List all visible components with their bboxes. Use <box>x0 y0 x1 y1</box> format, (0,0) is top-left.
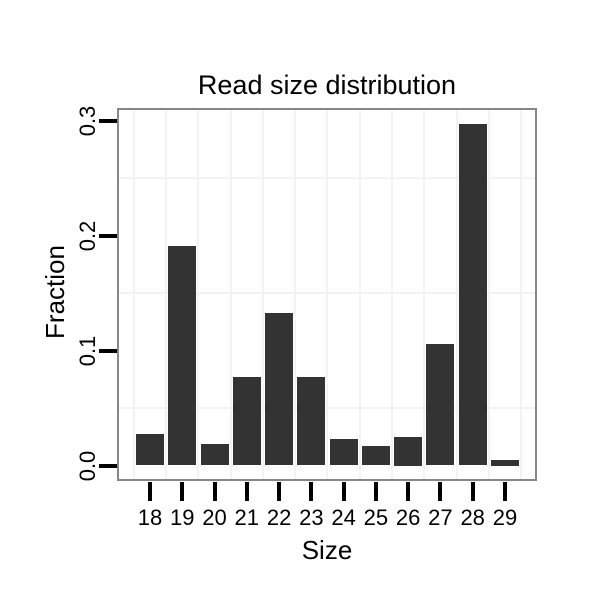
x-tick-label: 22 <box>266 505 292 530</box>
y-tick-label: 0.3 <box>75 105 100 136</box>
x-tick-label: 25 <box>363 505 389 530</box>
x-tick-label: 24 <box>331 505 356 530</box>
vertical-gridline <box>455 108 458 481</box>
y-tick-label: 0.0 <box>75 450 100 481</box>
bar <box>168 245 197 466</box>
bar <box>458 123 487 466</box>
x-tick <box>148 482 152 501</box>
plot-panel <box>117 108 537 481</box>
y-tick-label: 0.1 <box>75 335 100 366</box>
x-tick-label: 28 <box>460 505 485 530</box>
bar <box>265 312 294 466</box>
x-tick-label: 18 <box>137 505 163 530</box>
chart-title: Read size distribution <box>197 70 457 100</box>
y-tick <box>99 463 117 468</box>
x-tick-label: 21 <box>234 505 260 530</box>
vertical-gridline <box>520 108 523 481</box>
x-tick-label: 29 <box>492 505 518 530</box>
x-tick-label: 20 <box>202 505 227 530</box>
x-tick <box>180 482 185 501</box>
vertical-gridline <box>229 108 232 481</box>
bar <box>426 343 455 466</box>
bar <box>394 436 423 466</box>
y-tick <box>99 233 117 238</box>
bar <box>136 434 164 466</box>
bar <box>361 445 390 466</box>
x-tick <box>502 482 507 501</box>
x-axis-label: Size <box>301 535 353 565</box>
vertical-gridline <box>132 108 135 481</box>
x-tick-label: 27 <box>428 505 453 530</box>
x-tick-label: 23 <box>299 505 324 530</box>
y-tick <box>99 348 117 353</box>
x-tick <box>277 482 282 501</box>
vertical-gridline <box>197 108 200 481</box>
vertical-gridline <box>391 108 394 481</box>
vertical-gridline <box>423 108 426 481</box>
x-tick <box>373 482 378 501</box>
bar <box>297 376 326 466</box>
x-tick-label: 19 <box>170 505 195 530</box>
y-tick-label: 0.2 <box>75 220 100 251</box>
x-tick <box>470 482 475 501</box>
vertical-gridline <box>326 108 329 481</box>
vertical-gridline <box>165 108 168 481</box>
x-tick <box>212 482 217 501</box>
bar <box>329 439 358 466</box>
vertical-gridline <box>358 108 361 481</box>
x-tick-label: 26 <box>395 505 421 530</box>
x-tick <box>406 482 411 501</box>
x-tick <box>341 482 346 501</box>
y-tick <box>99 118 117 123</box>
vertical-gridline <box>294 108 297 481</box>
bar <box>232 376 261 466</box>
bar <box>490 459 519 466</box>
vertical-gridline <box>261 108 264 481</box>
x-tick <box>244 482 249 501</box>
vertical-gridline <box>487 108 490 481</box>
y-axis-label: Fraction <box>40 245 70 339</box>
bar <box>200 443 229 466</box>
x-tick <box>309 482 314 501</box>
x-tick <box>438 482 443 501</box>
